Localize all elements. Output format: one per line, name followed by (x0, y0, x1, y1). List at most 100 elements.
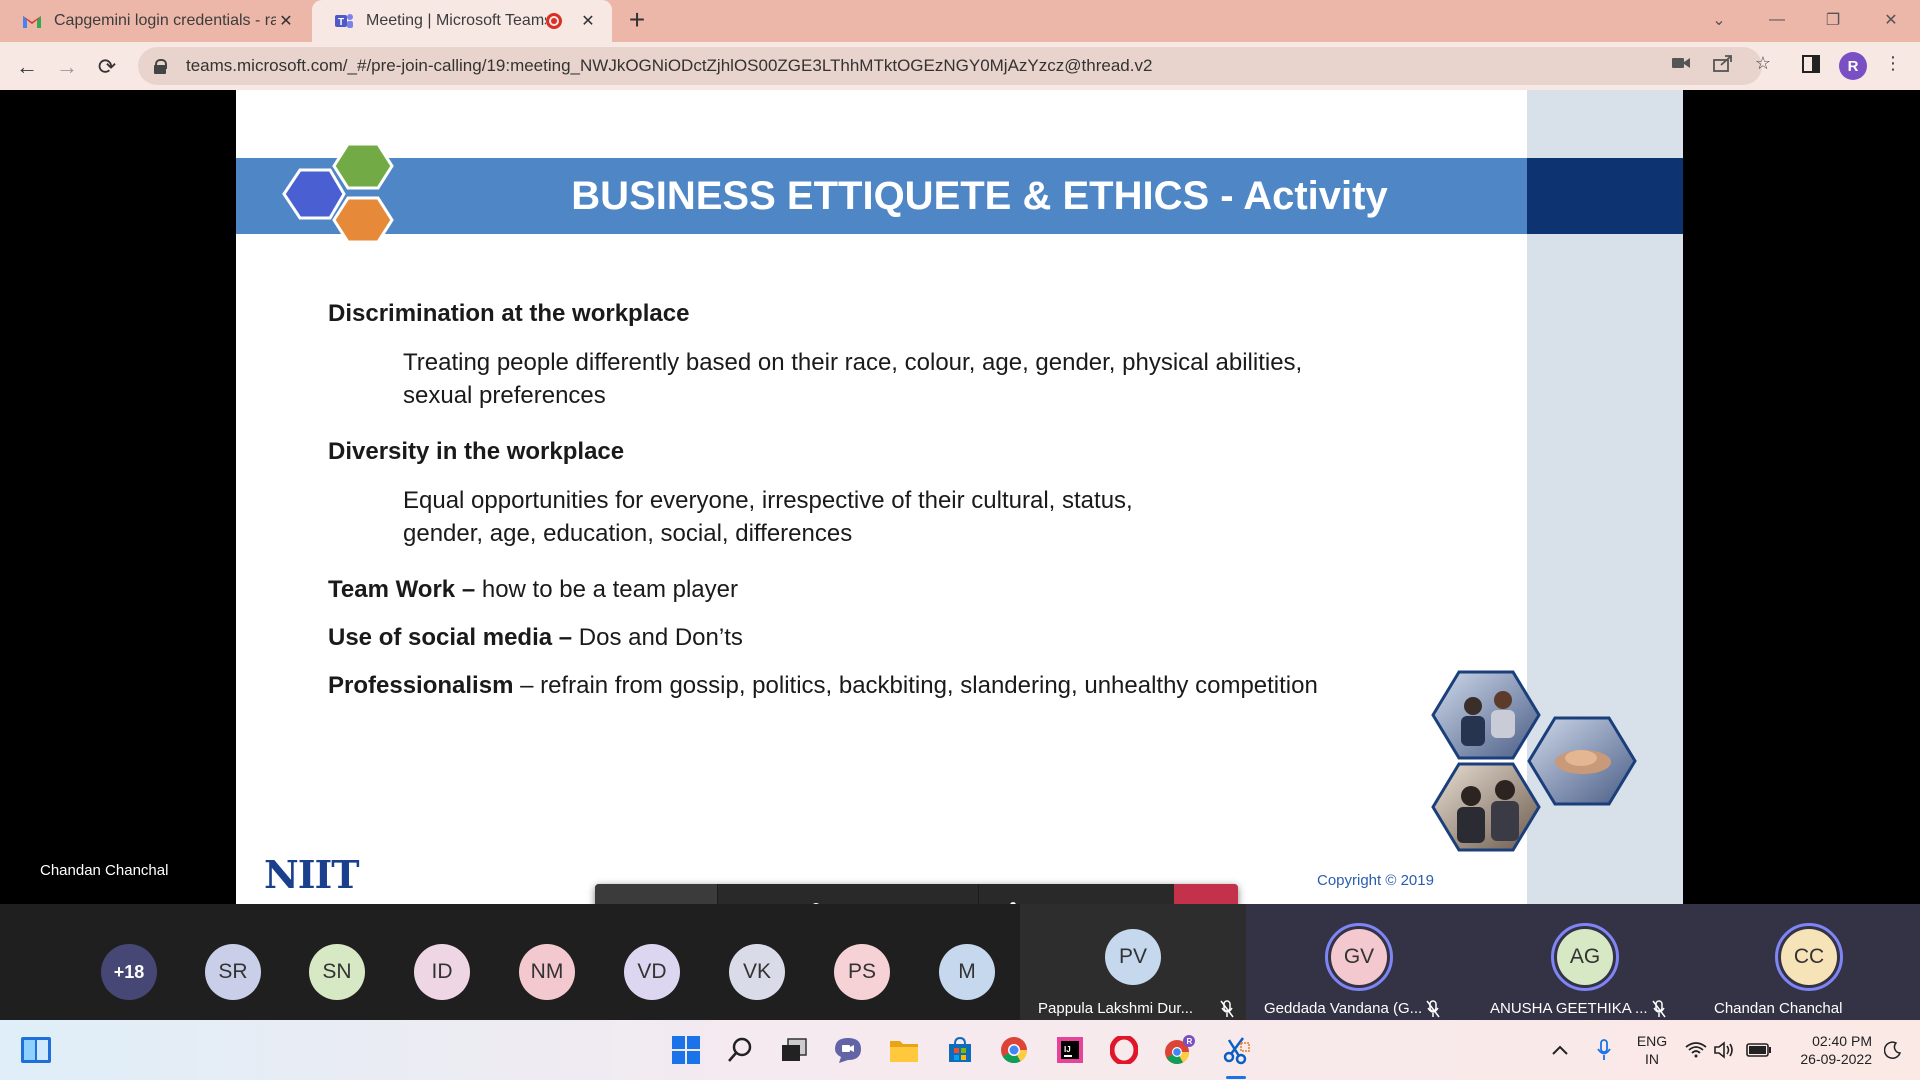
shared-slide: BUSINESS ETTIQUETE & ETHICS - Activity D… (236, 90, 1683, 904)
hidden-icons-chevron-icon[interactable] (1548, 1030, 1572, 1070)
widgets-icon[interactable] (16, 1030, 56, 1070)
presenter-name: Chandan Chanchal (40, 862, 169, 879)
snipping-tool-icon[interactable] (1216, 1030, 1256, 1070)
camera-in-use-icon[interactable] (1668, 51, 1694, 75)
tab-search-icon[interactable]: ⌄ (1712, 12, 1726, 29)
tab-teams[interactable]: T Meeting | Microsoft Teams ✕ (312, 0, 612, 42)
section-body: Treating people differently based on the… (403, 346, 1478, 412)
restore-button[interactable]: ❐ (1825, 12, 1841, 29)
close-window-button[interactable]: ✕ (1884, 12, 1898, 29)
mic-muted-icon (1426, 1000, 1440, 1018)
reload-button[interactable]: ⟳ (97, 54, 117, 79)
participant-name: Geddada Vandana (G... (1264, 1000, 1423, 1017)
tab-title: Meeting | Microsoft Teams (366, 12, 546, 29)
participant-avatar[interactable]: SR (205, 944, 261, 1000)
niit-logo: NIIT (264, 852, 360, 897)
language-region: IN (1645, 1051, 1659, 1067)
bullet-bold: Use of social media – (328, 624, 573, 651)
participant-tile[interactable]: CC Chandan Chanchal (1698, 904, 1920, 1020)
search-icon[interactable] (720, 1030, 760, 1070)
wifi-icon[interactable] (1684, 1030, 1708, 1070)
task-view-icon[interactable] (774, 1030, 814, 1070)
start-icon[interactable] (666, 1030, 706, 1070)
participant-avatar[interactable]: ID (414, 944, 470, 1000)
participant-strip: +18 SR SN ID NM VD VK PS M PV Pappula La… (0, 904, 1920, 1020)
bullet-text: Dos and Don’ts (572, 624, 743, 651)
close-icon[interactable]: ✕ (581, 13, 595, 30)
address-bar[interactable]: teams.microsoft.com/_#/pre-join-calling/… (138, 47, 1762, 85)
bullet-item: Professionalism – refrain from gossip, p… (328, 672, 1478, 700)
back-button[interactable]: ← (16, 54, 38, 79)
share-icon[interactable] (1710, 51, 1736, 75)
clock-time: 02:40 PM (1812, 1033, 1872, 1049)
minimize-button[interactable]: — (1769, 11, 1785, 28)
participant-avatar[interactable]: VD (624, 944, 680, 1000)
participant-name: Pappula Lakshmi Dur... (1038, 1000, 1194, 1017)
active-app-indicator (1226, 1076, 1246, 1079)
participant-avatar: GV (1331, 929, 1387, 985)
participant-tile[interactable]: AG ANUSHA GEETHIKA ... (1472, 904, 1698, 1020)
meeting-stage: BUSINESS ETTIQUETE & ETHICS - Activity D… (0, 90, 1920, 948)
business-photos-icon (1431, 670, 1637, 852)
bullet-bold: Team Work – (328, 576, 476, 603)
clock-date: 26-09-2022 (1800, 1051, 1872, 1067)
volume-icon[interactable] (1712, 1030, 1736, 1070)
speaking-ring (1775, 923, 1843, 991)
profile-avatar[interactable]: R (1839, 52, 1867, 80)
chrome-icon[interactable] (994, 1030, 1034, 1070)
new-tab-button[interactable]: + (628, 4, 646, 35)
slide-content: Discrimination at the workplace Treating… (328, 300, 1478, 720)
speaking-ring (1551, 923, 1619, 991)
copyright-text: Copyright © 2019 (1317, 872, 1434, 889)
gmail-icon (22, 11, 42, 31)
participant-tile[interactable]: PV Pappula Lakshmi Dur... (1020, 904, 1246, 1020)
url-text[interactable]: teams.microsoft.com/_#/pre-join-calling/… (186, 56, 1153, 75)
forward-button[interactable]: → (56, 54, 78, 79)
teams-icon: T (334, 11, 354, 31)
side-panel-icon[interactable] (1798, 52, 1824, 76)
microphone-tray-icon[interactable] (1592, 1030, 1616, 1070)
slide-title: BUSINESS ETTIQUETE & ETHICS - Activity (571, 173, 1388, 218)
file-explorer-icon[interactable] (884, 1030, 924, 1070)
clock[interactable]: 02:40 PM 26-09-2022 (1780, 1032, 1872, 1068)
section-heading: Diversity in the workplace (328, 438, 625, 465)
participant-avatar[interactable]: PS (834, 944, 890, 1000)
slide-title-band-dark (1527, 158, 1683, 234)
kebab-menu-icon[interactable]: ⋮ (1884, 52, 1902, 73)
section-line: sexual preferences (403, 382, 606, 409)
windows-taskbar: IJ R ENG IN 02:40 PM 26-09-2022 (0, 1020, 1920, 1080)
overflow-participants-button[interactable]: +18 (101, 944, 157, 1000)
focus-assist-moon-icon[interactable] (1878, 1030, 1908, 1070)
svg-text:T: T (338, 17, 344, 28)
browser-toolbar: ← → ⟳ teams.microsoft.com/_#/pre-join-ca… (0, 42, 1920, 90)
language-code: ENG (1636, 1033, 1668, 1049)
bullet-text: – refrain from gossip, politics, backbit… (513, 672, 1318, 699)
participant-avatar: CC (1781, 929, 1837, 985)
intellij-icon[interactable]: IJ (1050, 1030, 1090, 1070)
tab-gmail[interactable]: Capgemini login credentials - ran ✕ (0, 0, 310, 42)
participant-name: ANUSHA GEETHIKA ... (1490, 1000, 1648, 1017)
language-indicator[interactable]: ENG IN (1630, 1032, 1674, 1068)
bullet-text: how to be a team player (475, 576, 738, 603)
close-icon[interactable]: ✕ (279, 13, 293, 30)
participant-tile[interactable]: GV Geddada Vandana (G... (1246, 904, 1472, 1020)
participant-name: Chandan Chanchal (1714, 1000, 1843, 1017)
teams-chat-icon[interactable] (828, 1030, 868, 1070)
battery-icon[interactable] (1744, 1030, 1774, 1070)
section-line: Treating people differently based on the… (403, 349, 1303, 376)
store-icon[interactable] (940, 1030, 980, 1070)
bullet-item: Use of social media – Dos and Don’ts (328, 624, 1478, 652)
chrome-profile-icon[interactable]: R (1160, 1030, 1200, 1070)
participant-avatar[interactable]: M (939, 944, 995, 1000)
section-heading: Discrimination at the workplace (328, 300, 690, 327)
section-line: Equal opportunities for everyone, irresp… (403, 487, 1133, 514)
bullet-bold: Professionalism (328, 672, 514, 699)
participant-avatar[interactable]: NM (519, 944, 575, 1000)
tab-strip: Capgemini login credentials - ran ✕ T Me… (0, 0, 1920, 42)
bookmark-star-icon[interactable]: ☆ (1754, 52, 1772, 73)
participant-avatar[interactable]: VK (729, 944, 785, 1000)
hexagon-logo-icon (282, 142, 394, 244)
lock-icon[interactable] (154, 59, 167, 74)
participant-avatar[interactable]: SN (309, 944, 365, 1000)
opera-icon[interactable] (1104, 1030, 1144, 1070)
